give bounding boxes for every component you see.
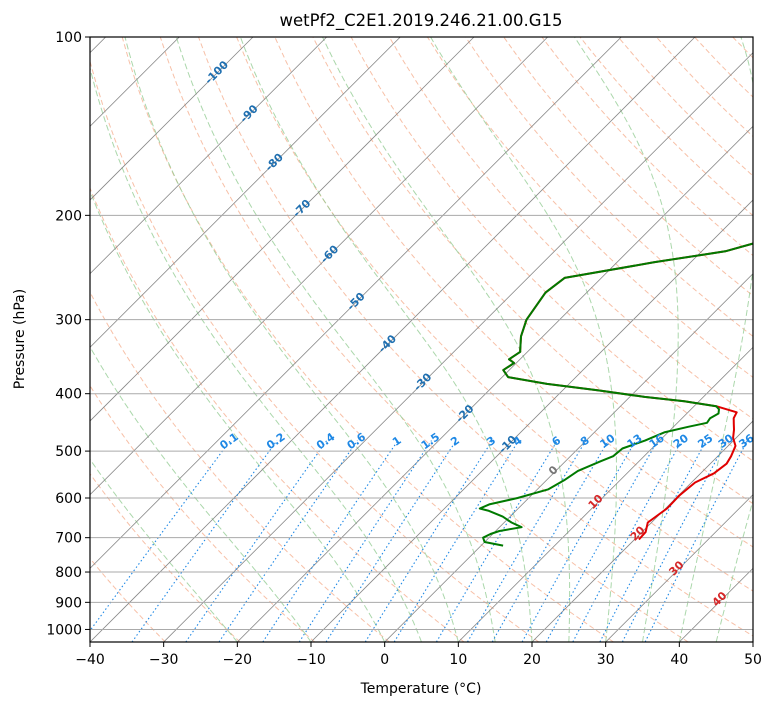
x-tick-label: −40 [75,652,105,668]
mixing-ratio-line [298,440,432,642]
dry-adiabat-line [159,37,689,642]
pressure-grid [90,37,753,630]
dry-adiabat-line [350,37,753,462]
mixing-ratio-line [185,440,328,642]
moist-adiabat-line [574,37,679,642]
y-tick-label: 400 [55,387,82,403]
y-tick-label: 500 [55,444,82,460]
mixing-ratio-line [545,440,659,642]
dry-adiabat-line [198,37,753,637]
dry-adiabat-line [90,472,241,642]
sounding-profiles [478,242,753,547]
dry-adiabat-line [90,186,465,642]
moist-adiabat-line [239,37,533,642]
dry-adiabat-line [503,37,753,297]
mixing-ratio-line [572,440,683,642]
mixing-ratio-line [435,440,558,642]
x-tick-label: 0 [380,652,389,668]
isotherm-line [310,199,753,642]
moist-adiabat-line [322,37,571,642]
isotherm-line [90,37,401,348]
y-tick-label: 600 [55,491,82,507]
x-tick-label: 40 [670,652,688,668]
moist-adiabat-line [90,65,422,642]
x-axis-ticks: −40 −30 −20 −10 0 10 20 30 40 50 [75,642,762,668]
isotherm-line [90,37,475,422]
isotherm-line [90,37,696,642]
x-tick-label: 30 [597,652,615,668]
y-axis-label: Pressure (hPa) [12,289,28,389]
mixing-ratio-line [393,440,520,642]
y-tick-label: 900 [55,595,82,611]
moist-adiabat-line [678,37,753,642]
x-tick-label: −20 [223,652,253,668]
mixing-ratio-line [644,440,748,642]
isotherm-line [90,37,622,569]
x-tick-label: 50 [744,652,762,668]
mixing-ratio-line [325,440,457,642]
y-tick-label: 300 [55,313,82,329]
y-tick-label: 200 [55,208,82,224]
y-axis-ticks: 100 200 300 400 500 600 700 800 900 1000 [46,30,90,638]
isotherm-line [90,37,548,496]
x-tick-label: −10 [296,652,326,668]
isotherm-line [163,52,753,642]
moist-adiabat-line [90,345,312,642]
isotherm-line [531,420,753,642]
dry-adiabat-line [236,37,753,592]
mixing-ratio-label: 36 [737,431,757,451]
mixing-ratio-line [364,440,493,642]
moist-adiabat-line [90,458,238,642]
isotherm-line [458,346,753,642]
mixing-ratio-line [491,440,609,642]
moist-adiabat-line [430,37,617,642]
moist-adiabat-line [124,37,459,642]
dry-adiabat-line [121,37,614,642]
x-tick-label: −30 [149,652,179,668]
dewpoint-profile-line [478,242,753,547]
dry-adiabat-line [90,59,540,642]
mixing-ratio-line [90,440,231,632]
background-lines [90,37,753,642]
y-tick-label: 100 [55,30,82,46]
moist-adiabat-line [175,37,496,642]
mixing-ratio-line [131,440,278,642]
isotherm-line [237,125,753,642]
chart-title: wetPf2_C2E1.2019.246.21.00.G15 [279,11,562,31]
x-tick-label: 10 [449,652,467,668]
dry-adiabat-line [90,291,390,642]
plot-frame [89,36,754,643]
x-tick-label: 20 [523,652,541,668]
x-axis-label: Temperature (°C) [360,681,482,697]
dry-adiabat-line [426,37,753,378]
mixing-ratio-line [262,440,399,642]
moist-adiabat-line [90,189,386,642]
y-tick-label: 800 [55,565,82,581]
y-tick-label: 700 [55,531,82,547]
mixing-ratio-line [467,440,587,642]
dry-adiabat-line [90,384,316,642]
isotherm-line [90,37,254,201]
isotherm-line [90,37,327,275]
isotherm-line [605,494,753,642]
y-tick-label: 1000 [46,622,82,638]
dry-adiabat-line [90,557,166,642]
mixing-ratio-line [521,440,637,642]
